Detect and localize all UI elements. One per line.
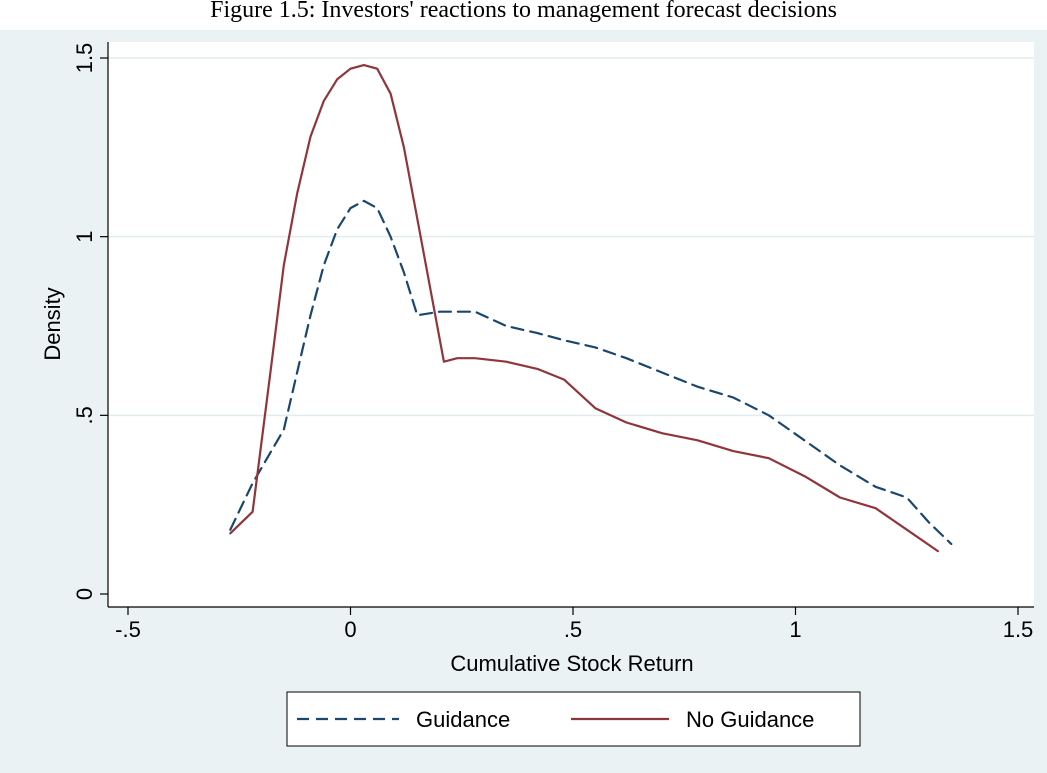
- axis-ticks: 0 .5 1 1.5 -.5 0 .5 1 1.5: [72, 43, 1033, 642]
- legend-guidance-label: Guidance: [416, 707, 510, 732]
- x-tick-label-1: 0: [344, 617, 356, 642]
- y-tick-label-1: .5: [72, 406, 97, 424]
- legend: Guidance No Guidance: [286, 691, 861, 747]
- density-chart: 0 .5 1 1.5 -.5 0 .5 1 1.5 Cumulative Stock Retur…: [0, 30, 1047, 773]
- x-tick-label-3: 1: [789, 617, 801, 642]
- grid-lines: [108, 57, 1034, 417]
- y-tick-label-0: 0: [72, 588, 97, 600]
- series-line-guidance: [229, 199, 953, 546]
- y-axis-title: Density: [40, 287, 65, 360]
- x-tick-label-4: 1.5: [1003, 617, 1034, 642]
- axes: [107, 42, 1034, 608]
- plot-area: [108, 42, 1034, 607]
- x-axis-title: Cumulative Stock Return: [450, 651, 693, 676]
- figure-caption: Figure 1.5: Investors' reactions to mana…: [210, 0, 837, 23]
- x-tick-label-2: .5: [564, 617, 582, 642]
- series-lines: [229, 63, 953, 553]
- series-line-no-guidance: [229, 63, 940, 553]
- x-tick-label-0: -.5: [115, 617, 141, 642]
- y-tick-label-2: 1: [72, 231, 97, 243]
- y-tick-label-3: 1.5: [72, 43, 97, 74]
- legend-no-guidance-label: No Guidance: [686, 707, 814, 732]
